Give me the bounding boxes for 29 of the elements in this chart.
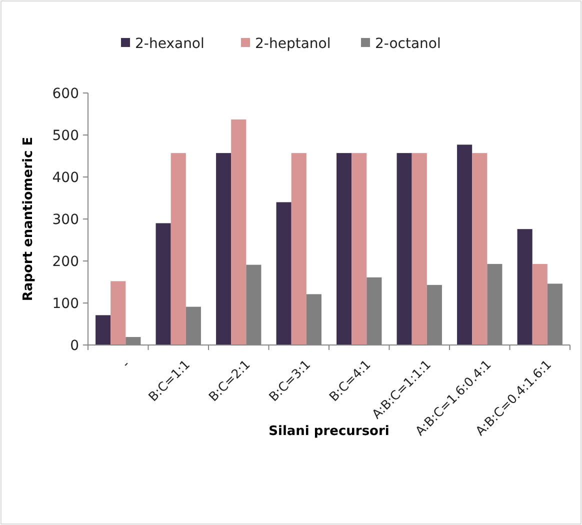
- y-tick-label: 200: [52, 254, 79, 270]
- bar: [412, 153, 427, 345]
- bar: [532, 264, 548, 345]
- bar: [156, 223, 171, 345]
- bar: [216, 153, 232, 345]
- bar: [352, 153, 367, 345]
- bar: [276, 202, 292, 345]
- y-tick-label: 0: [70, 338, 79, 354]
- bar: [396, 153, 412, 345]
- bar: [291, 153, 306, 345]
- y-tick-label: 500: [52, 128, 79, 144]
- x-axis-title: Silani precursori: [268, 424, 390, 439]
- bar: [457, 144, 472, 345]
- bar: [110, 281, 126, 345]
- bar: [336, 153, 352, 345]
- y-tick-label: 300: [52, 212, 79, 228]
- legend-label: 2-octanol: [375, 36, 441, 52]
- bar: [170, 153, 186, 345]
- legend-label: 2-heptanol: [255, 36, 331, 52]
- x-tick-label: -: [118, 356, 132, 370]
- bar: [96, 315, 111, 345]
- bar: [231, 119, 246, 345]
- y-tick-label: 400: [52, 170, 79, 186]
- y-axis-title: Raport enantiomeric E: [21, 136, 36, 302]
- bar: [517, 229, 532, 345]
- y-tick-label: 100: [52, 296, 79, 312]
- legend-label: 2-hexanol: [135, 36, 204, 52]
- bar: [472, 153, 488, 345]
- y-tick-label: 600: [52, 86, 79, 102]
